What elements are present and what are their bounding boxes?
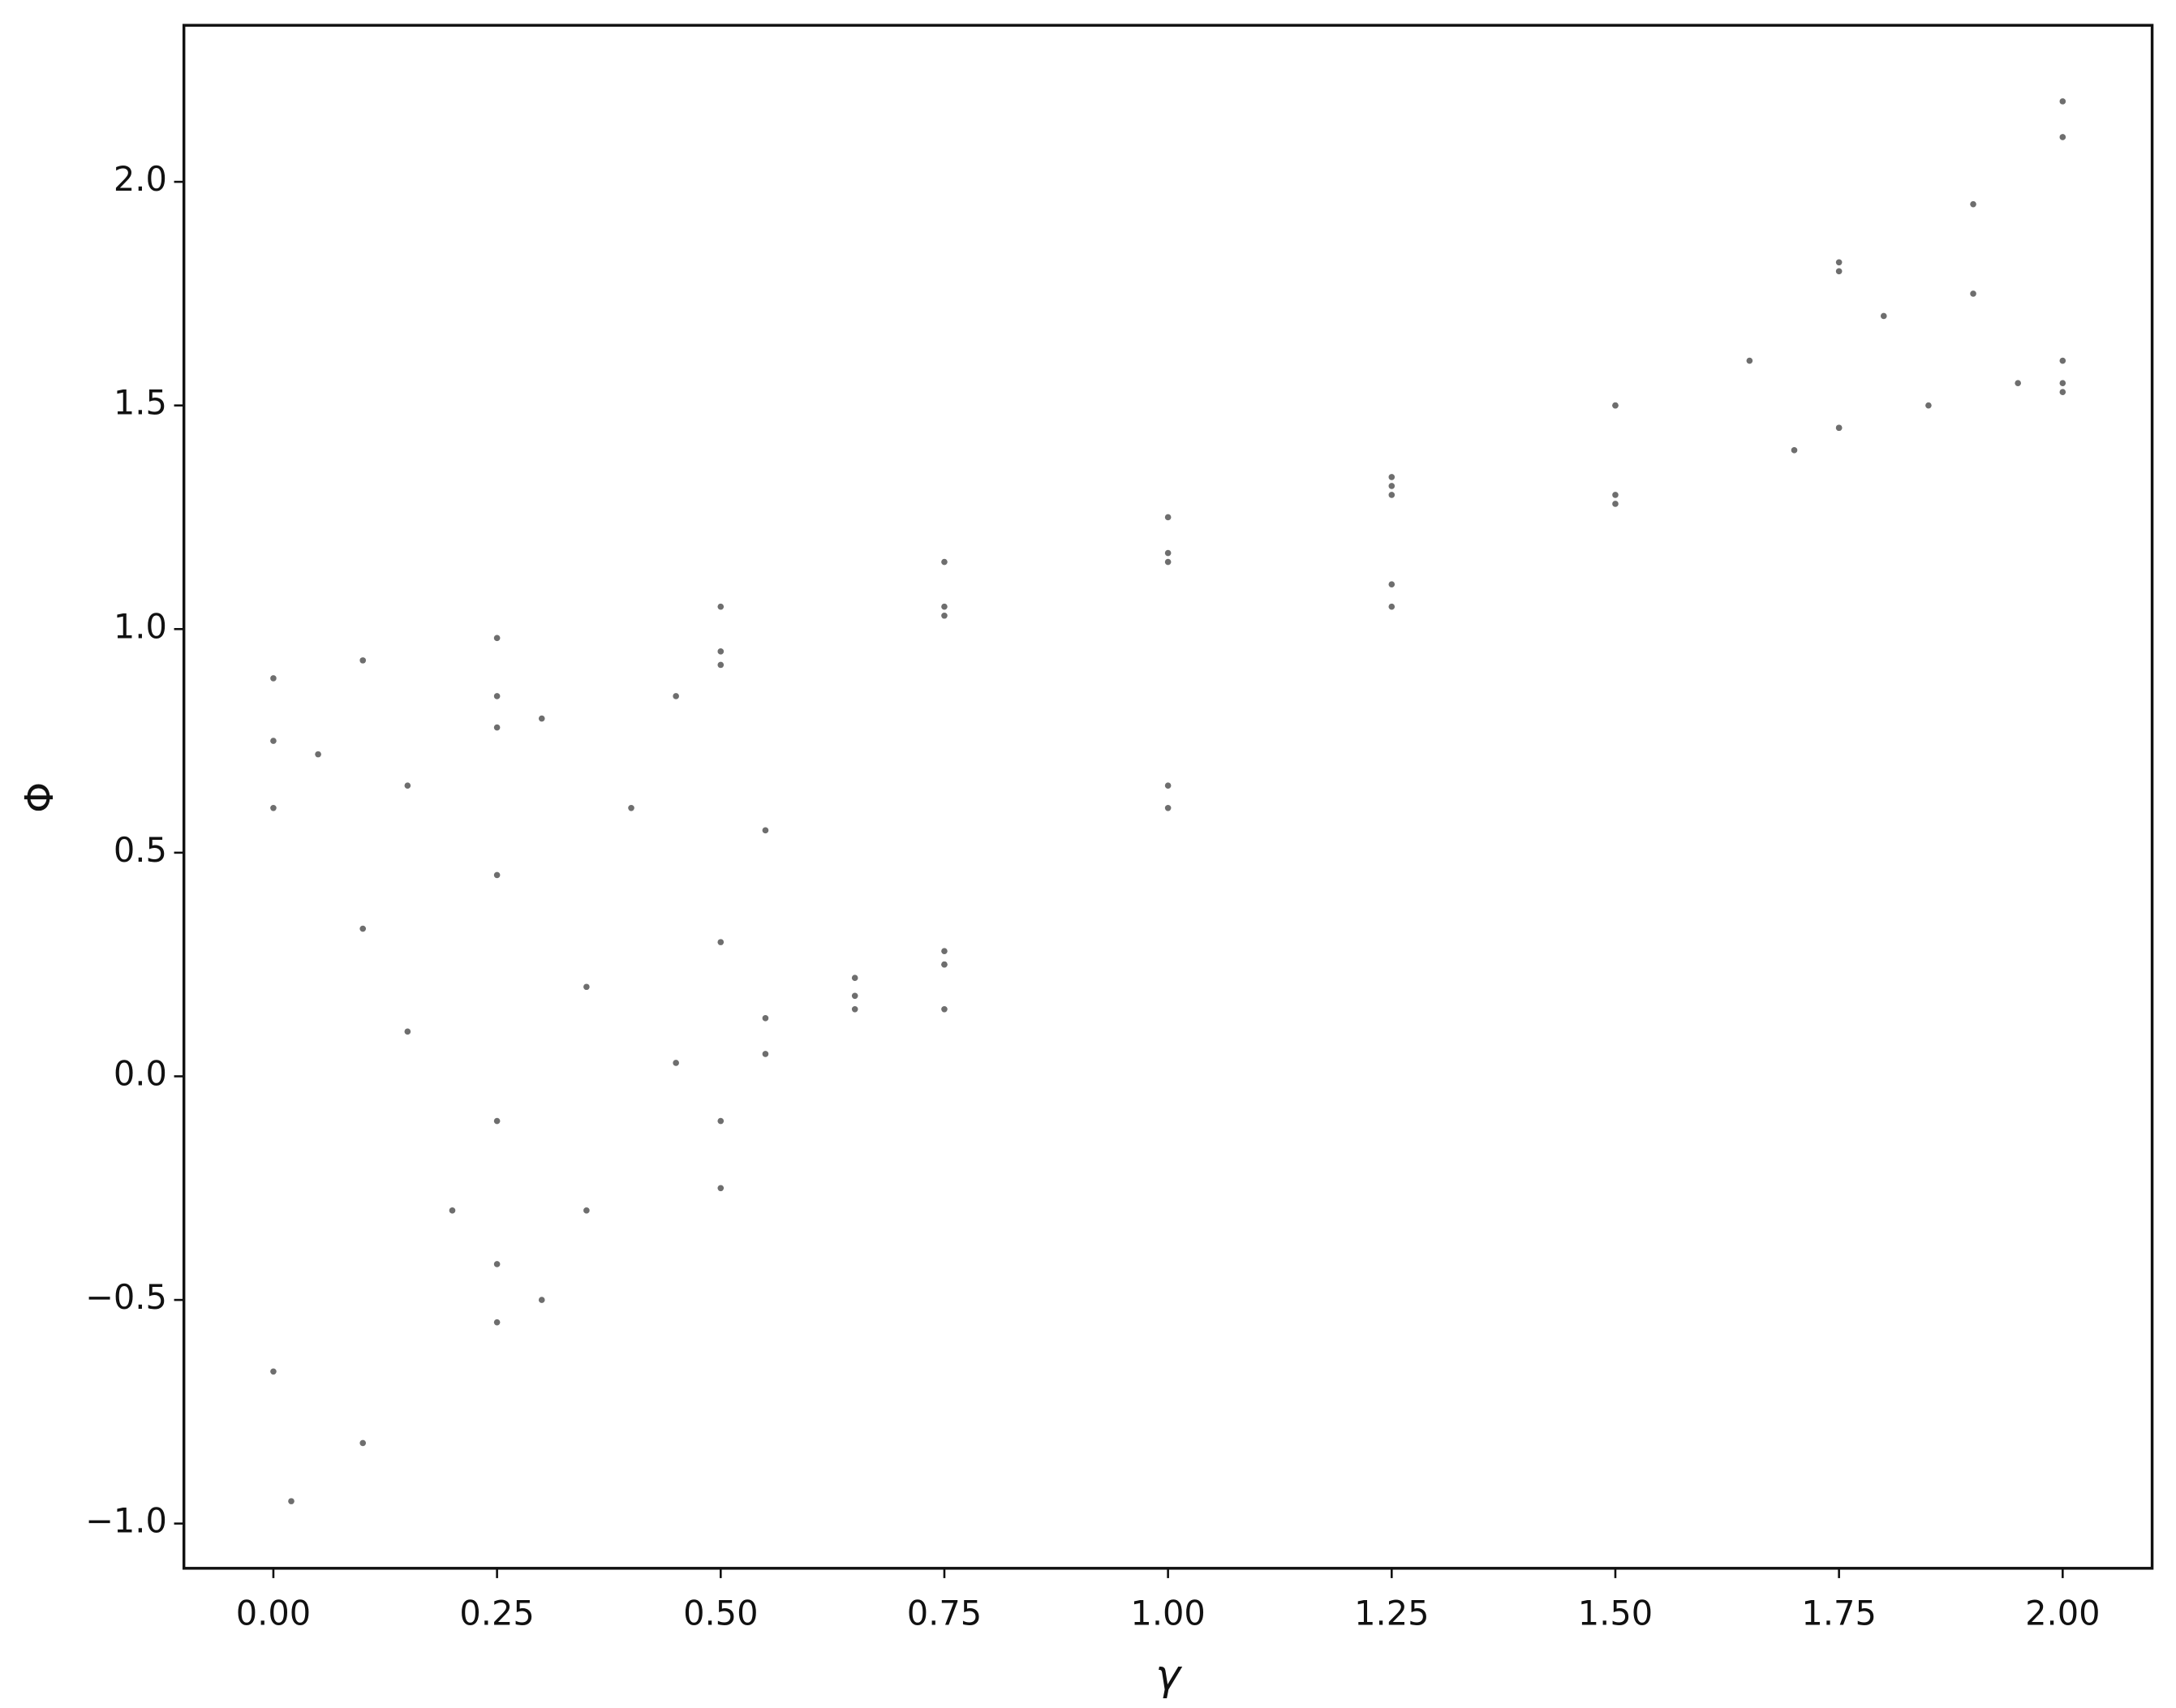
- point: [941, 961, 948, 968]
- point: [2059, 98, 2066, 105]
- point: [717, 1117, 725, 1125]
- point: [1164, 549, 1172, 557]
- y-tick-label: −1.0: [85, 1501, 167, 1541]
- x-tick-label: 1.75: [1801, 1594, 1876, 1633]
- point: [941, 558, 948, 566]
- point: [270, 804, 277, 811]
- point: [1880, 312, 1887, 320]
- y-tick-label: 0.0: [114, 1053, 167, 1093]
- point: [941, 612, 948, 619]
- point: [1970, 290, 1976, 297]
- x-tick-label: 0.25: [459, 1594, 534, 1633]
- x-tick-label: 2.00: [2025, 1594, 2100, 1633]
- point: [1970, 200, 1976, 208]
- point: [1164, 782, 1172, 789]
- point: [941, 603, 948, 610]
- point: [1388, 483, 1395, 489]
- point: [1164, 804, 1172, 811]
- point: [628, 804, 634, 811]
- x-tick-label: 1.00: [1130, 1594, 1205, 1633]
- point: [673, 1060, 679, 1066]
- point: [359, 1439, 367, 1447]
- point: [2059, 134, 2066, 140]
- point: [1388, 581, 1395, 587]
- point: [270, 1368, 277, 1375]
- point: [359, 925, 367, 932]
- plot-frame: [182, 24, 2154, 1570]
- point: [449, 1207, 456, 1214]
- point: [851, 992, 858, 1000]
- point: [717, 648, 725, 655]
- point: [1835, 424, 1843, 432]
- point: [1612, 402, 1619, 409]
- point: [941, 1006, 948, 1013]
- point: [851, 974, 858, 982]
- point: [717, 1185, 725, 1192]
- point: [538, 715, 545, 722]
- point: [941, 948, 948, 954]
- point: [1612, 501, 1619, 507]
- point: [762, 1051, 769, 1057]
- y-tick-label: 1.5: [114, 383, 167, 423]
- point: [270, 738, 277, 744]
- point: [493, 635, 501, 642]
- x-tick-label: 0.75: [907, 1594, 982, 1633]
- point: [762, 827, 769, 834]
- point: [1388, 474, 1395, 480]
- x-tick-label: 1.50: [1578, 1594, 1653, 1633]
- point: [404, 1028, 411, 1035]
- point: [493, 1117, 501, 1125]
- point: [2059, 389, 2066, 395]
- point: [1746, 357, 1753, 364]
- point: [2015, 380, 2021, 386]
- point: [717, 661, 725, 669]
- point: [359, 657, 367, 664]
- point: [1164, 514, 1172, 521]
- x-tick-label: 0.50: [683, 1594, 758, 1633]
- point: [717, 603, 725, 610]
- point: [2059, 380, 2066, 386]
- point: [851, 1006, 858, 1013]
- point: [1925, 402, 1932, 409]
- x-tick-label: 1.25: [1354, 1594, 1429, 1633]
- y-tick-label: 0.5: [114, 830, 167, 870]
- point: [583, 983, 590, 991]
- point: [583, 1207, 590, 1214]
- point: [717, 939, 725, 945]
- point: [673, 693, 679, 699]
- point: [493, 724, 501, 731]
- point: [404, 782, 411, 789]
- point: [2059, 357, 2066, 364]
- point: [270, 675, 277, 682]
- point: [1388, 603, 1395, 610]
- point: [493, 1319, 501, 1326]
- point: [1835, 259, 1843, 266]
- y-tick-label: −0.5: [85, 1277, 167, 1317]
- point: [288, 1498, 295, 1504]
- point: [538, 1297, 545, 1303]
- point: [493, 693, 501, 699]
- point: [1388, 492, 1395, 498]
- y-tick-label: 2.0: [114, 159, 167, 199]
- point: [493, 1261, 501, 1267]
- point: [493, 871, 501, 879]
- point: [315, 751, 321, 758]
- x-tick-label: 0.00: [236, 1594, 311, 1633]
- y-axis-label: Φ: [17, 782, 62, 813]
- y-tick-label: 1.0: [114, 606, 167, 646]
- point: [1835, 268, 1843, 275]
- point: [1164, 558, 1172, 566]
- point: [762, 1015, 769, 1022]
- point: [1612, 492, 1619, 498]
- point: [1791, 447, 1798, 454]
- x-axis-label: γ: [1155, 1651, 1182, 1700]
